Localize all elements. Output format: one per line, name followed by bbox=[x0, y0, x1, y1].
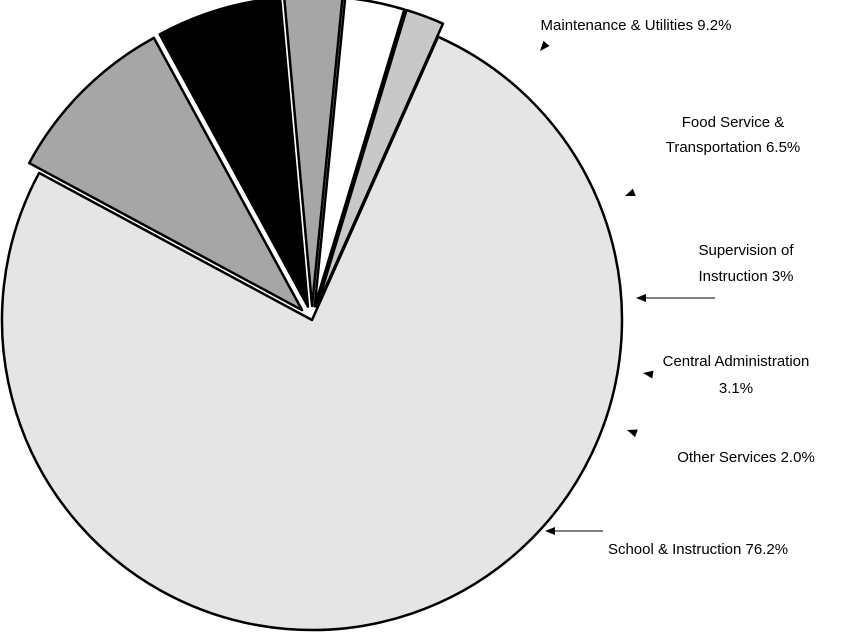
pie-slice-school-and-instruction bbox=[0, 35, 624, 632]
leader-arrow-school-and-instruction bbox=[545, 527, 603, 535]
pie-slice-maintenance-and-utilities bbox=[27, 36, 304, 312]
slice-labels: School & Instruction 76.2% Maintenance & … bbox=[541, 17, 815, 558]
slice-label-supervision-of-instruction-line-1: Supervision of bbox=[698, 242, 794, 259]
slice-label-school-and-instruction: School & Instruction 76.2% bbox=[608, 541, 788, 558]
pie-slice-supervision-of-instruction bbox=[283, 0, 344, 308]
pie-slice-food-service-and-transportation bbox=[158, 0, 310, 308]
pie-slice-central-administration bbox=[313, 0, 406, 308]
slice-label-food-service-and-transportation-line-1: Food Service & bbox=[682, 114, 785, 131]
leader-arrow-food-service-and-transportation bbox=[625, 188, 636, 197]
leader-arrow-supervision-of-instruction bbox=[636, 294, 715, 302]
leader-arrow-central-administration bbox=[643, 370, 654, 379]
slice-label-maintenance-and-utilities: Maintenance & Utilities 9.2% bbox=[541, 17, 732, 34]
leader-arrow-other-services bbox=[627, 429, 638, 438]
slice-label-food-service-and-transportation-line-2: Transportation 6.5% bbox=[666, 139, 801, 156]
slice-label-other-services: Other Services 2.0% bbox=[677, 449, 815, 466]
pie-slices bbox=[0, 0, 624, 632]
slice-label-central-administration-line-2: 3.1% bbox=[719, 380, 753, 397]
leader-arrow-maintenance-and-utilities bbox=[540, 40, 550, 51]
callout-leaders bbox=[540, 40, 715, 535]
slice-label-supervision-of-instruction-line-2: Instruction 3% bbox=[698, 268, 793, 285]
slice-label-central-administration-line-1: Central Administration bbox=[663, 353, 810, 370]
pie-slice-other-services bbox=[315, 8, 445, 309]
